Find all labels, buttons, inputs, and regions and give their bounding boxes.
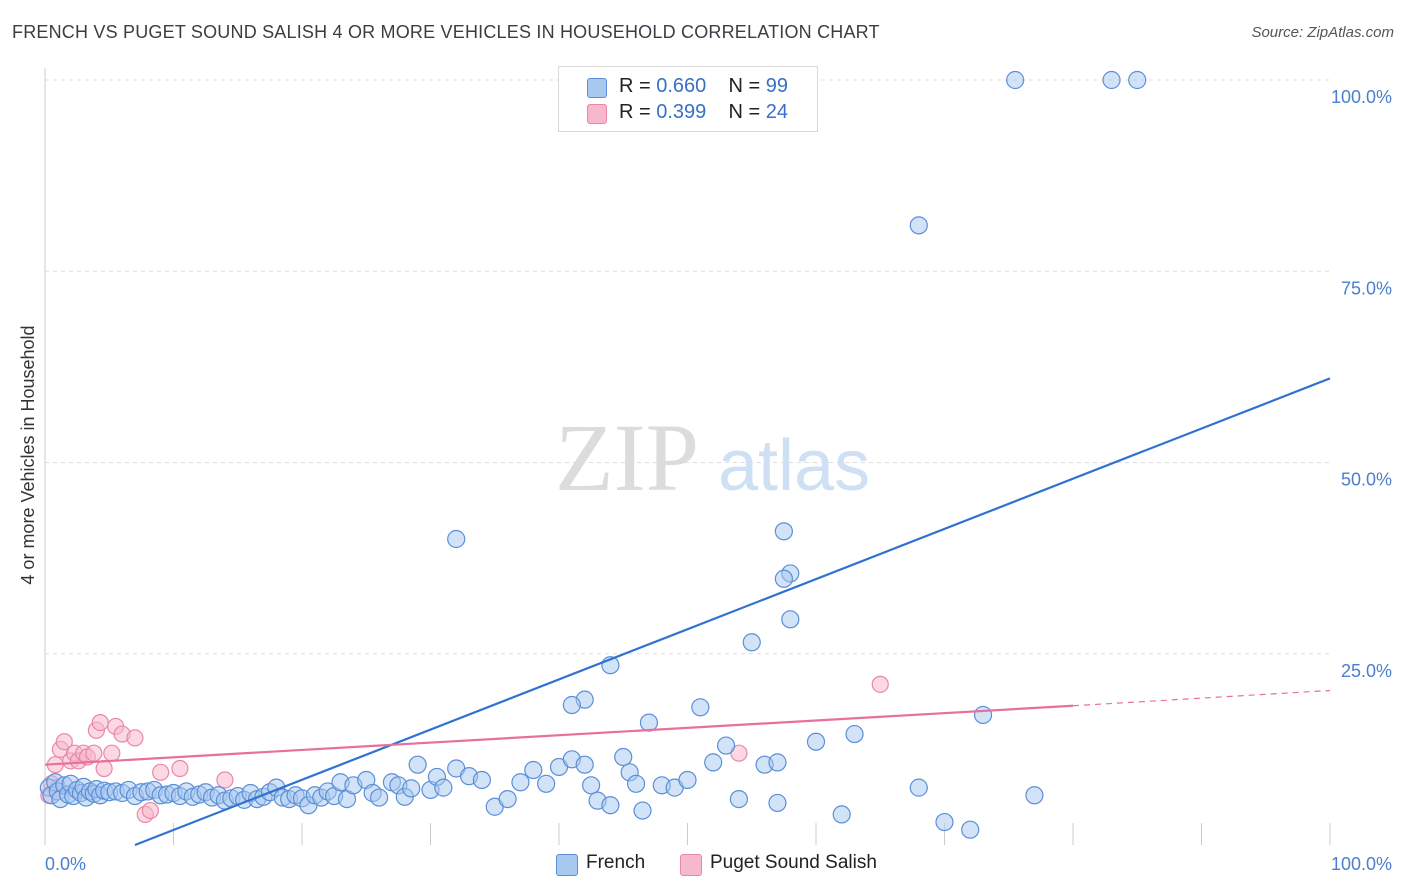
french-point — [498, 789, 517, 809]
y-tick-label: 50.0% — [1341, 470, 1392, 490]
bottom-puget-swatch — [680, 854, 702, 876]
french-point — [691, 698, 710, 717]
stats-legend: R = 0.660 N = 99 R = 0.399 N = 24 — [558, 66, 818, 132]
puget-swatch — [587, 104, 607, 124]
french-point — [601, 796, 620, 815]
french-point — [935, 812, 954, 832]
french-point — [774, 522, 793, 541]
puget-point — [216, 771, 234, 789]
watermark-atlas: atlas — [718, 426, 870, 506]
french-point — [582, 776, 601, 795]
french-point — [639, 713, 659, 732]
french-point — [524, 760, 543, 780]
puget-point — [171, 759, 189, 778]
french-point — [537, 774, 556, 793]
french-point — [511, 773, 530, 792]
bottom-french-label: French — [586, 852, 646, 873]
watermark-zip: ZIP — [555, 404, 699, 511]
french-r-value: 0.660 — [656, 75, 707, 97]
french-point — [1128, 70, 1147, 90]
puget-point — [152, 763, 170, 781]
french-point — [408, 755, 427, 774]
french-point — [961, 820, 980, 839]
french-point — [774, 569, 793, 588]
french-point — [1025, 786, 1044, 805]
y-tick-label: 100.0% — [1331, 87, 1392, 107]
french-point — [845, 724, 864, 744]
french-point — [781, 610, 800, 629]
french-point — [472, 770, 491, 790]
french-n-label: N = — [728, 75, 761, 97]
french-n-value: 99 — [765, 75, 789, 97]
y-tick-label: 25.0% — [1341, 661, 1392, 681]
french-point — [909, 216, 928, 235]
french-point — [402, 779, 421, 798]
puget-r-value: 0.399 — [656, 101, 707, 123]
puget-point — [85, 744, 103, 762]
bottom-puget-label: Puget Sound Salish — [710, 852, 877, 873]
french-point — [806, 732, 826, 751]
trend-lines — [44, 377, 1331, 847]
french-point — [633, 801, 652, 820]
source-label: Source: ZipAtlas.com — [1251, 24, 1394, 41]
french-trend-line — [134, 377, 1331, 847]
french-point — [768, 793, 787, 813]
chart-title: FRENCH VS PUGET SOUND SALISH 4 OR MORE V… — [12, 22, 880, 42]
puget-point — [103, 744, 121, 762]
puget-point — [91, 713, 109, 732]
puget-n-label: N = — [728, 101, 761, 123]
puget-trend-line — [44, 704, 1074, 766]
x-tick-label: 100.0% — [1331, 854, 1392, 874]
french-point — [768, 753, 787, 772]
french-point — [909, 778, 928, 797]
puget-r-label: R = — [619, 101, 651, 123]
french-point — [562, 695, 581, 715]
french-swatch — [587, 78, 607, 98]
y-tick-label: 75.0% — [1341, 278, 1392, 298]
puget-point — [871, 675, 889, 693]
puget-n-value: 24 — [765, 101, 789, 123]
french-point — [716, 736, 736, 755]
french-point — [575, 755, 594, 774]
x-tick-label: 0.0% — [45, 854, 86, 874]
y-axis-ticks: 25.0% 50.0% 75.0% 100.0% — [1331, 87, 1392, 681]
series-french-points — [39, 70, 1147, 839]
y-axis-label: 4 or more Vehicles in Household — [18, 325, 38, 584]
french-point — [626, 774, 646, 793]
puget-trend-extension — [1072, 689, 1331, 707]
bottom-french-swatch — [556, 854, 578, 876]
puget-point — [95, 759, 113, 778]
french-point — [1006, 70, 1025, 90]
french-point — [704, 753, 723, 772]
french-point — [370, 788, 389, 807]
puget-point — [126, 729, 144, 747]
puget-point — [141, 801, 159, 820]
french-point — [973, 705, 993, 725]
french-point — [614, 747, 633, 767]
french-point — [434, 778, 453, 797]
x-axis-ticks: 0.0% 100.0% — [45, 854, 1392, 874]
french-point — [678, 770, 697, 790]
french-point — [729, 789, 749, 809]
french-point — [832, 805, 851, 824]
french-point — [742, 633, 761, 652]
french-r-label: R = — [619, 75, 651, 97]
french-point — [447, 529, 466, 549]
french-point — [1102, 70, 1121, 90]
puget-point — [55, 733, 73, 751]
